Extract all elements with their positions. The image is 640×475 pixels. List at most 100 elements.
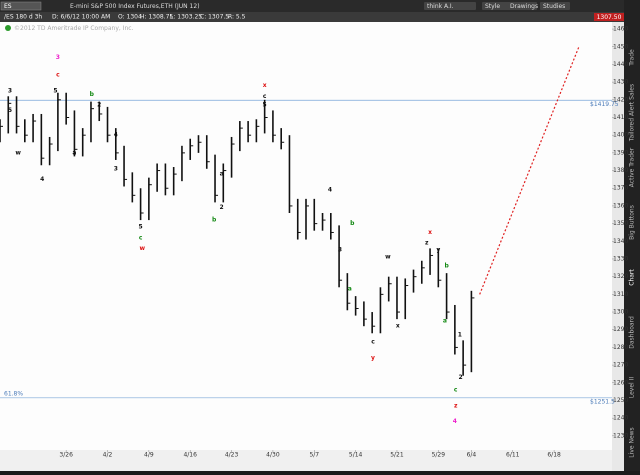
price-level-label: $1251.5 <box>590 398 615 405</box>
wave-label: c <box>263 93 267 100</box>
y-tick-label: 1350 <box>613 220 628 227</box>
wave-label: a <box>72 149 76 156</box>
wave-label: z <box>425 240 429 247</box>
wave-label: c <box>454 386 458 393</box>
x-tick-label: 5/14 <box>349 452 363 459</box>
wave-label: 4 <box>328 187 332 194</box>
bar-close: C: 1307.5 <box>200 14 229 21</box>
last-price: 1307.50 <box>597 14 622 21</box>
toolbar-button-label[interactable]: Studies <box>543 3 565 10</box>
wave-label: 1 <box>458 332 462 339</box>
side-tab[interactable]: Level II <box>629 377 636 399</box>
y-tick-label: 1430 <box>613 79 628 86</box>
y-tick-label: 1440 <box>613 61 628 68</box>
x-tick-label: 5/21 <box>390 452 404 459</box>
y-tick-label: 1340 <box>613 238 628 245</box>
x-tick-label: 4/30 <box>266 452 280 459</box>
x-tick-label: 6/4 <box>467 452 477 459</box>
x-tick-label: 4/16 <box>183 452 197 459</box>
bar-date: D: 6/6/12 10:00 AM <box>52 14 110 21</box>
instrument: E-mini S&P 500 Index Futures,ETH (JUN 12… <box>70 3 200 10</box>
y-tick-label: 1320 <box>613 273 628 280</box>
wave-label: a <box>443 317 447 324</box>
side-tab[interactable]: Tailored Alert Sales <box>629 84 636 142</box>
y-tick-label: 1300 <box>613 309 628 316</box>
wave-label: 2 <box>220 204 224 211</box>
wave-label: b <box>90 91 95 98</box>
side-panel <box>624 0 640 471</box>
x-tick-label: 5/29 <box>432 452 446 459</box>
wave-label: 4 <box>114 132 118 139</box>
wave-label: w <box>139 245 145 252</box>
price-axis <box>612 22 624 471</box>
side-tab[interactable]: Active Trader <box>629 147 636 187</box>
y-tick-label: 1280 <box>613 344 628 351</box>
y-tick-label: 1390 <box>613 149 628 156</box>
wave-label: 3 <box>338 247 342 254</box>
x-tick-label: 4/9 <box>144 452 154 459</box>
y-tick-label: 1380 <box>613 167 628 174</box>
chart-symbol: /ES 180 d 3h <box>4 14 42 21</box>
side-tab[interactable]: Live News <box>629 427 636 457</box>
side-tab[interactable]: Chart <box>629 269 636 286</box>
x-tick-label: 4/23 <box>225 452 239 459</box>
wave-label: 2 <box>459 374 463 381</box>
wave-label: 3 <box>8 87 12 94</box>
price-level-label: $1419.75 <box>590 101 619 108</box>
time-axis <box>0 450 612 471</box>
side-tab[interactable]: Trade <box>629 49 636 67</box>
title-bar <box>0 0 640 12</box>
wave-label: 5 <box>139 224 143 231</box>
bar-range: R: 5.5 <box>228 14 246 21</box>
y-tick-label: 1450 <box>613 43 628 50</box>
toolbar-button[interactable] <box>482 2 512 10</box>
side-tab[interactable]: Big Buttons <box>629 205 636 240</box>
wave-label: c <box>139 234 143 241</box>
toolbar-button[interactable] <box>424 2 476 10</box>
wave-label: b <box>444 263 449 270</box>
y-tick-label: 1250 <box>613 397 628 404</box>
y-tick-label: 1330 <box>613 255 628 262</box>
wave-label: 4 <box>40 176 44 183</box>
y-tick-label: 1420 <box>613 96 628 103</box>
side-tab[interactable]: Dashboard <box>629 316 636 349</box>
wave-label: b <box>212 217 217 224</box>
symbol-box[interactable] <box>0 1 42 11</box>
wave-label: b <box>350 220 355 227</box>
y-tick-label: 1230 <box>613 432 628 439</box>
toolbar-button-label[interactable]: think A.I. <box>427 3 454 10</box>
wave-label: 2 <box>97 102 101 109</box>
wave-label: a <box>348 286 352 293</box>
wave-label: 3 <box>56 54 60 61</box>
wave-label: x <box>396 323 400 330</box>
y-tick-label: 1310 <box>613 291 628 298</box>
info-bar <box>0 12 640 22</box>
x-tick-label: 3/26 <box>59 452 73 459</box>
wave-label: a <box>220 171 224 178</box>
x-tick-label: 5/7 <box>309 452 319 459</box>
wave-label: c <box>56 72 60 79</box>
wave-label: 4 <box>453 418 457 425</box>
bar-high: H: 1308.75 <box>140 14 173 21</box>
wave-label: w <box>385 254 391 261</box>
toolbar-button[interactable] <box>507 2 537 10</box>
y-tick-label: 1400 <box>613 132 628 139</box>
y-tick-label: 1360 <box>613 202 628 209</box>
wave-label: y <box>371 355 375 362</box>
wave-label: x <box>428 229 432 236</box>
wave-label: 5 <box>263 102 267 109</box>
y-tick-label: 1290 <box>613 326 628 333</box>
x-tick-label: 6/18 <box>547 452 561 459</box>
bar-low: L: 1303.25 <box>170 14 202 21</box>
y-tick-label: 1240 <box>613 415 628 422</box>
toolbar-button-label[interactable]: Style <box>485 3 500 10</box>
status-icon <box>5 25 11 31</box>
toolbar-button[interactable] <box>540 2 570 10</box>
price-badge <box>594 13 624 21</box>
y-tick-label: 1370 <box>613 185 628 192</box>
toolbar-button-label[interactable]: Drawings <box>510 3 538 10</box>
fib-label: 61.8% <box>4 390 23 397</box>
copyright: ©2012 TD Ameritrade IP Company, Inc. <box>14 25 134 32</box>
wave-label: z <box>454 402 458 409</box>
